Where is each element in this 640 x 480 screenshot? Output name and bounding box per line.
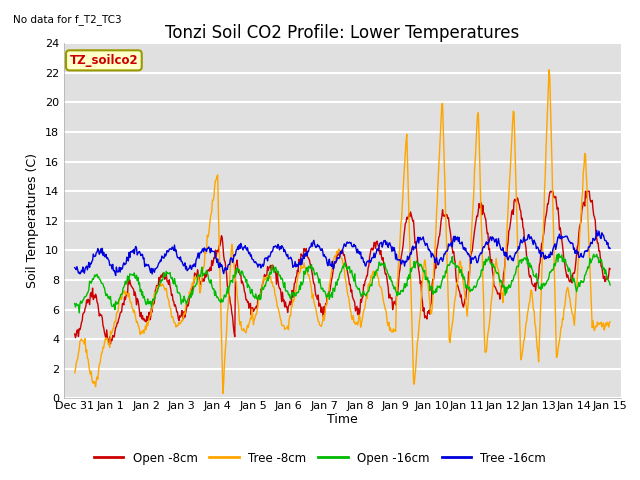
Y-axis label: Soil Temperatures (C): Soil Temperatures (C)	[26, 153, 39, 288]
Text: No data for f_T2_TC3: No data for f_T2_TC3	[13, 14, 122, 25]
Title: Tonzi Soil CO2 Profile: Lower Temperatures: Tonzi Soil CO2 Profile: Lower Temperatur…	[165, 24, 520, 42]
Legend: Open -8cm, Tree -8cm, Open -16cm, Tree -16cm: Open -8cm, Tree -8cm, Open -16cm, Tree -…	[89, 447, 551, 469]
X-axis label: Time: Time	[327, 413, 358, 426]
Text: TZ_soilco2: TZ_soilco2	[70, 54, 138, 67]
